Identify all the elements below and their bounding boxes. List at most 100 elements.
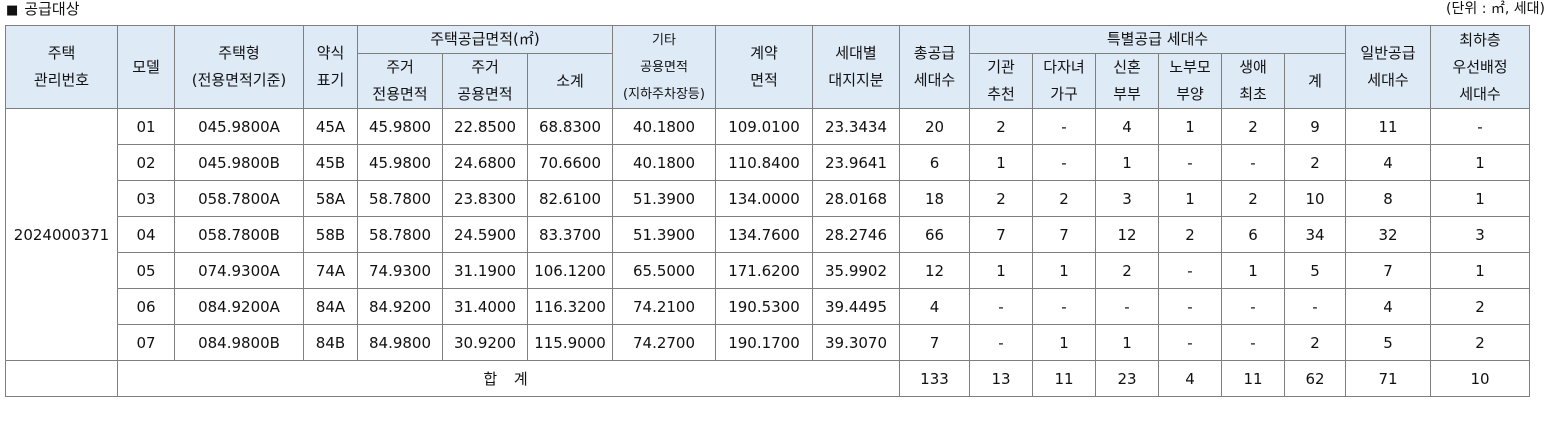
header-resid-common: 주거 공용면적 (442, 53, 528, 109)
cell-low: 2 (1430, 324, 1530, 361)
cell-first: 6 (1221, 216, 1285, 253)
totals-row: 합 계 133 13 11 23 4 11 62 71 10 (5, 360, 1530, 397)
cell-sp: 5 (1284, 252, 1346, 289)
cell-sub: 106.1200 (527, 252, 613, 289)
cell-house_type: 084.9200A (174, 288, 304, 325)
cell-model: 06 (117, 288, 175, 325)
cell-elder: - (1158, 288, 1222, 325)
cell-abbr: 84B (303, 324, 358, 361)
cell-first: - (1221, 288, 1285, 325)
cell-sp: - (1284, 288, 1346, 325)
cell-house_type: 045.9800A (174, 108, 304, 145)
table-row: 05 074.9300A 74A 74.9300 31.1900 106.1200 65.5… (6, 252, 1530, 289)
cell-model: 02 (117, 144, 175, 181)
cell-land: 23.3434 (812, 108, 900, 145)
cell-inst: 1 (969, 252, 1033, 289)
cell-abbr: 84A (303, 288, 358, 325)
cell-sub: 70.6600 (527, 144, 613, 181)
cell-model: 03 (117, 180, 175, 217)
total-newly: 23 (1095, 360, 1159, 397)
header-contract-area: 계약 면적 (715, 25, 813, 109)
cell-inst: - (969, 324, 1033, 361)
cell-first: - (1221, 324, 1285, 361)
cell-newly: 2 (1095, 252, 1159, 289)
cell-sub: 115.9000 (527, 324, 613, 361)
cell-abbr: 74A (303, 252, 358, 289)
cell-common: 22.8500 (442, 108, 528, 145)
totals-blank-cell (5, 360, 118, 397)
total-multi: 11 (1032, 360, 1096, 397)
cell-first: - (1221, 144, 1285, 181)
cell-model: 04 (117, 216, 175, 253)
cell-other: 40.1800 (612, 108, 716, 145)
table-row: 02 045.9800B 45B 45.9800 24.6800 70.6600 40.18… (6, 144, 1530, 181)
cell-land: 28.2746 (812, 216, 900, 253)
header-subtotal: 소계 (527, 53, 613, 109)
cell-sub: 116.3200 (527, 288, 613, 325)
cell-gen: 5 (1345, 324, 1431, 361)
cell-model: 01 (117, 108, 175, 145)
cell-sp: 2 (1284, 144, 1346, 181)
table-row: 03 058.7800A 58A 58.7800 23.8300 82.6100 51.39… (6, 180, 1530, 217)
cell-house_type: 045.9800B (174, 144, 304, 181)
cell-low: 3 (1430, 216, 1530, 253)
header-lowest-floor: 최하층 우선배정 세대수 (1430, 25, 1530, 109)
total-sp: 62 (1284, 360, 1346, 397)
cell-multi: - (1032, 144, 1096, 181)
cell-excl: 74.9300 (357, 252, 443, 289)
house-no-cell: 2024000371 (5, 108, 118, 361)
section-title-text: 공급대상 (24, 0, 80, 18)
section-title: ■ 공급대상 (6, 0, 80, 20)
cell-total: 7 (899, 324, 970, 361)
cell-sp: 9 (1284, 108, 1346, 145)
cell-total: 12 (899, 252, 970, 289)
cell-other: 51.3900 (612, 180, 716, 217)
cell-excl: 84.9800 (357, 324, 443, 361)
cell-contract: 134.0000 (715, 180, 813, 217)
cell-excl: 45.9800 (357, 144, 443, 181)
cell-land: 35.9902 (812, 252, 900, 289)
header-other-common: 기타 공용면적 (지하주차장등) (612, 25, 716, 109)
header-abbr: 약식 표기 (303, 25, 358, 109)
cell-first: 1 (1221, 252, 1285, 289)
cell-abbr: 45B (303, 144, 358, 181)
header-multichild: 다자녀 가구 (1032, 53, 1096, 109)
cell-gen: 32 (1345, 216, 1431, 253)
cell-total: 6 (899, 144, 970, 181)
cell-multi: 1 (1032, 324, 1096, 361)
cell-newly: 1 (1095, 144, 1159, 181)
cell-newly: 3 (1095, 180, 1159, 217)
cell-gen: 4 (1345, 288, 1431, 325)
cell-newly: 4 (1095, 108, 1159, 145)
cell-low: 1 (1430, 144, 1530, 181)
cell-inst: 1 (969, 144, 1033, 181)
cell-first: 2 (1221, 180, 1285, 217)
cell-elder: - (1158, 324, 1222, 361)
cell-land: 23.9641 (812, 144, 900, 181)
header-elderly: 노부모 부양 (1158, 53, 1222, 109)
cell-land: 39.4495 (812, 288, 900, 325)
cell-sub: 83.3700 (527, 216, 613, 253)
cell-elder: 1 (1158, 108, 1222, 145)
table-row: 06 084.9200A 84A 84.9200 31.4000 116.3200 74.2… (6, 288, 1530, 325)
cell-inst: 2 (969, 108, 1033, 145)
cell-other: 65.5000 (612, 252, 716, 289)
header-house-type: 주택형 (전용면적기준) (174, 25, 304, 109)
cell-sub: 82.6100 (527, 180, 613, 217)
cell-abbr: 45A (303, 108, 358, 145)
cell-sp: 2 (1284, 324, 1346, 361)
cell-gen: 4 (1345, 144, 1431, 181)
cell-other: 74.2700 (612, 324, 716, 361)
table-row: 04 058.7800B 58B 58.7800 24.5900 83.3700 51.39… (6, 216, 1530, 253)
cell-elder: - (1158, 252, 1222, 289)
cell-multi: 2 (1032, 180, 1096, 217)
header-institution: 기관 추천 (969, 53, 1033, 109)
supply-table: 주택 관리번호 모델 주택형 (전용면적기준) 약식 표기 주택공급면적(㎡) 기타 공… (5, 25, 1530, 397)
unit-note: (단위 : ㎡, 세대) (1446, 1, 1545, 17)
cell-other: 40.1800 (612, 144, 716, 181)
cell-excl: 45.9800 (357, 108, 443, 145)
cell-contract: 134.7600 (715, 216, 813, 253)
cell-elder: 2 (1158, 216, 1222, 253)
total-low: 10 (1430, 360, 1530, 397)
cell-contract: 171.6200 (715, 252, 813, 289)
